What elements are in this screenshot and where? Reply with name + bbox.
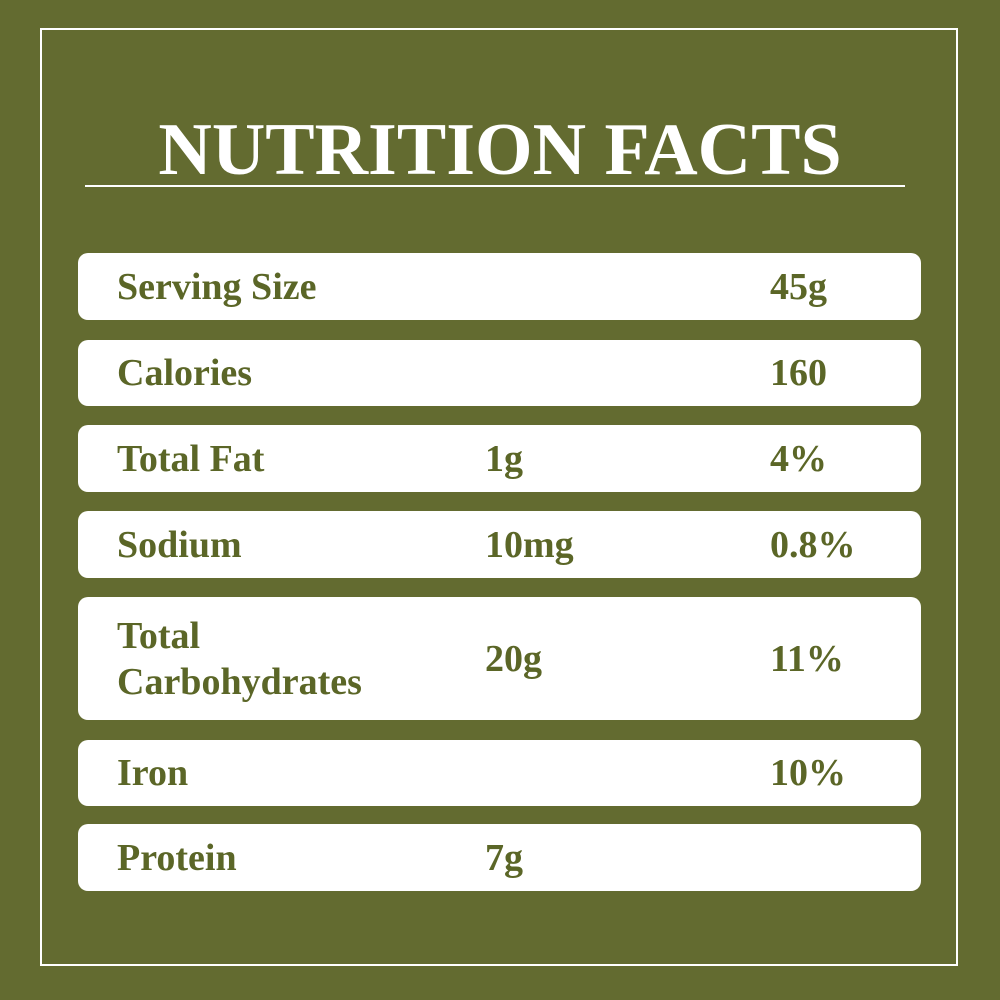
table-row: Sodium 10mg 0.8% bbox=[78, 511, 921, 578]
row-label: Sodium bbox=[117, 523, 242, 566]
row-value: 160 bbox=[770, 352, 827, 394]
row-value: 11% bbox=[770, 637, 844, 680]
row-amount: 7g bbox=[485, 836, 523, 879]
row-label: Serving Size bbox=[117, 265, 317, 308]
row-amount: 20g bbox=[485, 637, 542, 680]
frame bbox=[40, 28, 958, 966]
row-label: Iron bbox=[117, 752, 189, 794]
row-value: 0.8% bbox=[770, 523, 856, 566]
row-label: Total Fat bbox=[117, 437, 265, 480]
row-value: 4% bbox=[770, 437, 827, 480]
table-row: Serving Size 45g bbox=[78, 253, 921, 320]
row-amount: 1g bbox=[485, 437, 523, 480]
row-label: Protein bbox=[117, 836, 237, 879]
table-row: Total Fat 1g 4% bbox=[78, 425, 921, 492]
row-value: 45g bbox=[770, 265, 827, 308]
row-label: Total Carbohydrates bbox=[117, 614, 362, 703]
table-row: Protein 7g bbox=[78, 824, 921, 891]
row-label: Calories bbox=[117, 352, 253, 394]
table-row: Calories 160 bbox=[78, 340, 921, 406]
title: NUTRITION FACTS bbox=[158, 109, 842, 191]
row-amount: 10mg bbox=[485, 523, 574, 566]
table-row: Total Carbohydrates 20g 11% bbox=[78, 597, 921, 720]
title-rule bbox=[85, 185, 905, 187]
row-value: 10% bbox=[770, 752, 846, 794]
table-row: Iron 10% bbox=[78, 740, 921, 806]
